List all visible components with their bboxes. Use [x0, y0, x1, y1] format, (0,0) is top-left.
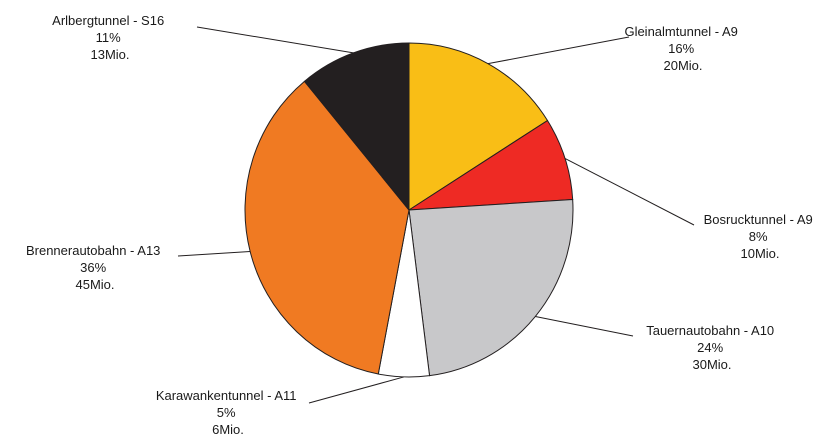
label-bosrucktunnel-name: Bosrucktunnel - A9 [704, 212, 813, 227]
label-karawankentunnel: Karawankentunnel - A11 5% 6Mio. [156, 388, 300, 437]
label-bosrucktunnel: Bosrucktunnel - A9 8% 10Mio. [704, 212, 817, 261]
leader-line-gleinalmtunnel [487, 36, 630, 65]
label-tauernautobahn: Tauernautobahn - A10 24% 30Mio. [646, 323, 778, 372]
leader-lines [177, 26, 695, 404]
label-arlbergtunnel-name: Arlbergtunnel - S16 [52, 13, 164, 28]
label-bosrucktunnel-value: 10Mio. [740, 246, 779, 261]
label-tauernautobahn-value: 30Mio. [692, 357, 731, 372]
label-brennerautobahn-name: Brennerautobahn - A13 [26, 243, 160, 258]
label-karawankentunnel-value: 6Mio. [212, 422, 244, 437]
label-gleinalmtunnel-name: Gleinalmtunnel - A9 [624, 24, 737, 39]
pie-slices [244, 42, 574, 378]
label-arlbergtunnel-value: 13Mio. [90, 47, 129, 62]
label-bosrucktunnel-percent: 8% [749, 229, 768, 244]
label-tauernautobahn-name: Tauernautobahn - A10 [646, 323, 774, 338]
pie-slice-gleinalmtunnel [408, 42, 549, 211]
label-karawankentunnel-name: Karawankentunnel - A11 [156, 388, 297, 403]
label-arlbergtunnel: Arlbergtunnel - S16 11% 13Mio. [52, 13, 168, 62]
pie-slice-arlbergtunnel [303, 42, 410, 212]
leader-line-brennerautobahn [177, 251, 251, 257]
leader-line-bosrucktunnel [564, 157, 695, 226]
label-gleinalmtunnel-percent: 16% [668, 41, 694, 56]
label-arlbergtunnel-percent: 11% [96, 30, 121, 45]
label-karawankentunnel-percent: 5% [217, 405, 236, 420]
slice-labels: Gleinalmtunnel - A9 16% 20Mio. Bosrucktu… [26, 13, 817, 437]
label-gleinalmtunnel: Gleinalmtunnel - A9 16% 20Mio. [624, 24, 741, 73]
leader-line-arlbergtunnel [196, 26, 354, 54]
label-gleinalmtunnel-value: 20Mio. [663, 58, 702, 73]
label-brennerautobahn: Brennerautobahn - A13 36% 45Mio. [26, 243, 164, 292]
label-brennerautobahn-value: 45Mio. [75, 277, 114, 292]
label-tauernautobahn-percent: 24% [697, 340, 723, 355]
pie-slice-tauernautobahn [408, 198, 574, 377]
label-brennerautobahn-percent: 36% [80, 260, 106, 275]
leader-line-karawankentunnel [308, 376, 404, 404]
leader-line-tauernautobahn [535, 315, 634, 337]
